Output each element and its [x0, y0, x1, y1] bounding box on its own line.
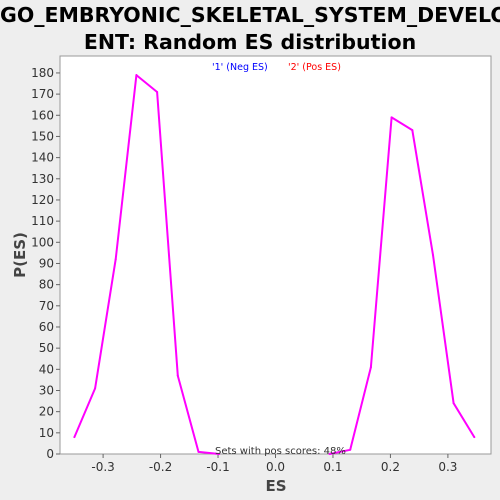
chart-title: GO_EMBRYONIC_SKELETAL_SYSTEM_DEVELOPM EN…: [0, 2, 500, 56]
y-tick-label: 60: [39, 320, 54, 334]
y-tick-label: 90: [39, 256, 54, 270]
data-point: [94, 387, 97, 390]
y-tick-label: 140: [31, 151, 54, 165]
pos-scores-annotation: Sets with pos scores: 48%: [215, 446, 346, 457]
y-tick-label: 30: [39, 383, 54, 397]
y-tick-label: 70: [39, 299, 54, 313]
y-tick-label: 120: [31, 193, 54, 207]
series-line-1: [73, 74, 220, 455]
legend: '1' (Neg ES) '2' (Pos ES): [212, 62, 341, 73]
chart-title-line-1: GO_EMBRYONIC_SKELETAL_SYSTEM_DEVELOPM: [0, 3, 500, 27]
data-point: [328, 453, 331, 455]
x-tick-label: 0.3: [438, 460, 457, 474]
data-point: [73, 436, 76, 439]
series-line-2: [329, 116, 476, 455]
axes: 0 10 20 30 40 50 60 70 80 90 100 110 120 130 140 150 160…: [31, 66, 457, 474]
x-tick-label: 0.1: [323, 460, 342, 474]
x-tick-label: 0.2: [381, 460, 400, 474]
data-point: [176, 374, 179, 377]
x-tick-label: -0.3: [91, 460, 114, 474]
data-point: [156, 90, 159, 93]
data-point: [411, 129, 414, 132]
data-point: [390, 116, 393, 119]
y-tick-label: 110: [31, 214, 54, 228]
y-tick-label: 10: [39, 426, 54, 440]
data-point: [135, 74, 138, 77]
y-axis-label: P(ES): [11, 232, 29, 278]
series-layer: [73, 74, 476, 455]
y-tick-label: 160: [31, 108, 54, 122]
data-point: [114, 258, 117, 261]
y-tick-label: 0: [46, 447, 54, 461]
plot-background: [59, 55, 492, 455]
y-tick-label: 40: [39, 362, 54, 376]
data-point: [197, 450, 200, 453]
data-point: [369, 366, 372, 369]
chart-title-line-2: ENT: Random ES distribution: [83, 30, 417, 54]
x-tick-label: -0.1: [206, 460, 229, 474]
y-tick-label: 50: [39, 341, 54, 355]
data-point: [349, 448, 352, 451]
x-tick-label: -0.2: [149, 460, 172, 474]
data-point: [431, 254, 434, 256]
y-tick-label: 20: [39, 405, 54, 419]
data-point: [473, 436, 476, 439]
legend-item-pos-es: '2' (Pos ES): [288, 62, 341, 73]
y-tick-label: 170: [31, 87, 54, 101]
y-tick-label: 130: [31, 172, 54, 186]
x-axis-label: ES: [265, 477, 286, 495]
y-tick-label: 100: [31, 235, 54, 249]
legend-item-neg-es: '1' (Neg ES): [212, 62, 268, 73]
data-point: [218, 453, 221, 455]
x-tick-label: 0.0: [266, 460, 285, 474]
y-tick-label: 80: [39, 278, 54, 292]
y-tick-label: 150: [31, 129, 54, 143]
y-tick-label: 180: [31, 66, 54, 80]
data-point: [452, 402, 455, 405]
